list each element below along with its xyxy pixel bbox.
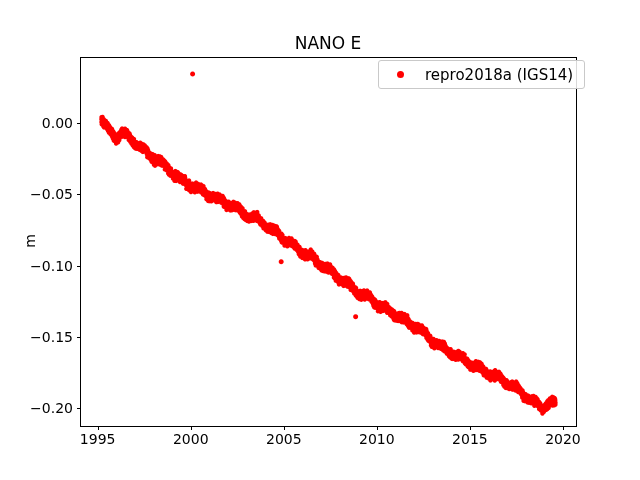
y-tick-label: −0.10	[0, 257, 73, 275]
legend: repro2018a (IGS14)	[378, 60, 585, 89]
x-tick-label: 2015	[446, 431, 494, 447]
y-tick-label: −0.15	[0, 328, 73, 346]
x-tick-label: 2000	[167, 431, 215, 447]
x-tick-label: 1995	[74, 431, 122, 447]
chart-title: NANO E	[80, 34, 576, 53]
x-tick-label: 2020	[539, 431, 587, 447]
figure: NANO E m 1995 2000 2005 2010 2015 2020 0.00 −0…	[0, 0, 640, 480]
y-tick-label: 0.00	[0, 114, 73, 132]
legend-label: repro2018a (IGS14)	[425, 66, 573, 84]
y-tick-label: −0.20	[0, 399, 73, 417]
legend-dot-icon	[397, 71, 404, 78]
y-tick-label: −0.05	[0, 185, 73, 203]
x-tick-label: 2005	[260, 431, 308, 447]
y-axis-label: m	[22, 234, 38, 248]
x-tick-label: 2010	[353, 431, 401, 447]
